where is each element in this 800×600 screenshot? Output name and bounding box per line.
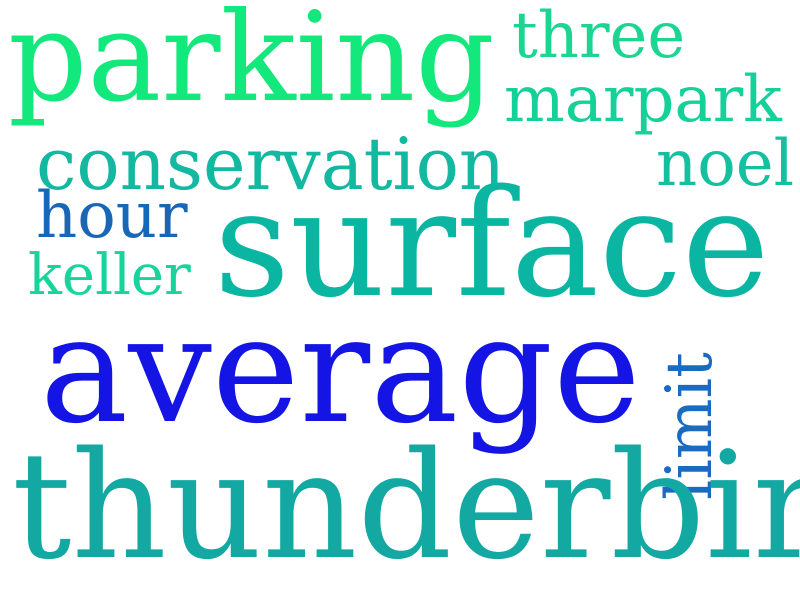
word-marpark: marpark	[504, 63, 782, 137]
word-parking: parking	[8, 0, 495, 130]
word-average: average	[40, 284, 641, 456]
word-three: three	[512, 0, 686, 73]
word-conservation: conservation	[36, 122, 506, 206]
word-noel: noel	[656, 127, 795, 201]
word-surface: surface	[214, 158, 770, 330]
word-thunderbird: thunderbird	[12, 420, 800, 592]
word-hour: hour	[36, 179, 188, 253]
word-keller: keller	[28, 243, 191, 308]
